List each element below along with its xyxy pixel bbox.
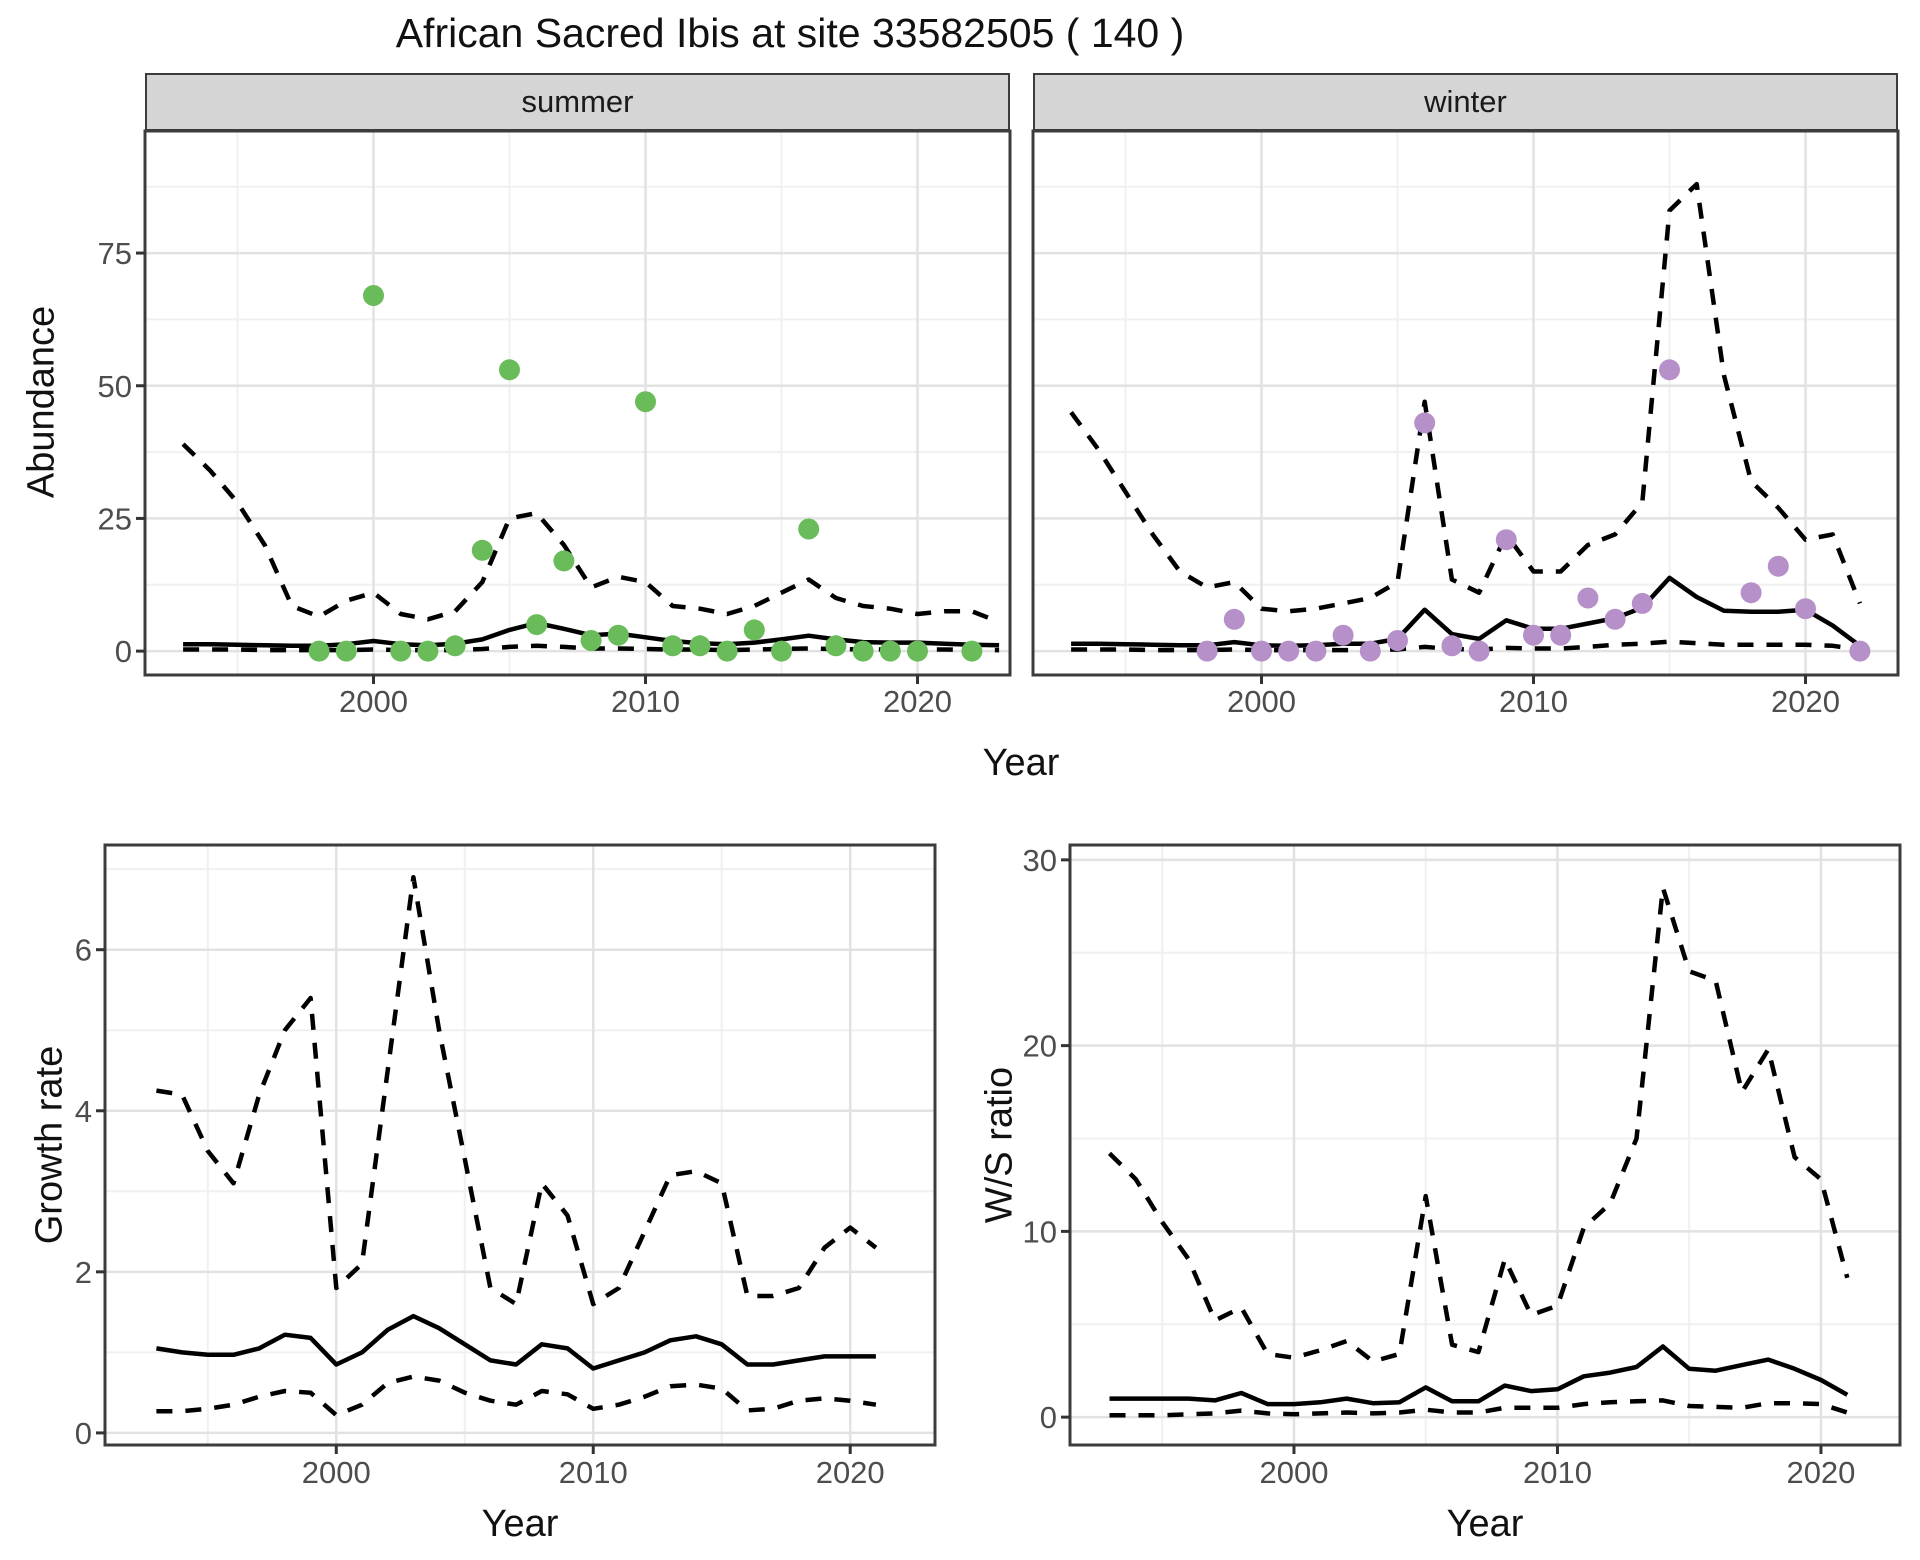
summer-abundance-panel-x-tick-label: 2020 (883, 684, 952, 719)
ws-ratio-panel-y-tick-label: 10 (1023, 1214, 1057, 1249)
growth-rate-axis-title: Growth rate (28, 1045, 71, 1245)
ws-ratio-panel-lower-ci-line (1109, 1398, 1848, 1418)
ws-year-axis-title: Year (1446, 1503, 1524, 1545)
summer-abundance-panel-upper-ci-line (181, 442, 1000, 624)
facet-strip-summer-label: summer (521, 84, 634, 119)
ws-ratio-panel-fit-line (1109, 1344, 1849, 1407)
growth-rate-panel-y-tick-label: 0 (75, 1416, 92, 1451)
growth-rate-panel-x-tick-label: 2010 (559, 1455, 628, 1490)
winter-abundance-panel-x-tick-label: 2000 (1227, 684, 1296, 719)
abundance-axis-title: Abundance (20, 305, 63, 499)
ws-ratio-panel-x-tick-label: 2020 (1786, 1455, 1855, 1490)
growth-rate-panel-y-tick-label: 4 (75, 1094, 92, 1129)
winter-abundance-panel-x-tick-label: 2020 (1771, 684, 1840, 719)
growth-rate-panel-y-tick-label: 2 (75, 1255, 92, 1290)
growth-rate-panel-upper-ci-line (156, 874, 878, 1307)
top-year-axis-title: Year (982, 742, 1060, 784)
ws-ratio-panel-upper-ci-line (1107, 885, 1850, 1364)
ws-ratio-panel-y-tick-label: 20 (1023, 1029, 1057, 1064)
growth-rate-panel-x-tick-label: 2000 (302, 1455, 371, 1490)
figure-title: African Sacred Ibis at site 33582505 ( 1… (395, 10, 1185, 56)
ws-ratio-panel-x-tick-label: 2000 (1259, 1455, 1328, 1490)
ws-ratio-panel-y-tick-label: 0 (1040, 1400, 1057, 1435)
growth-rate-panel-lower-ci-line (156, 1374, 877, 1418)
ws-ratio-panel-y-tick-label: 30 (1023, 843, 1057, 878)
ws-ratio-panel: 2000 2010 2020 0 10 20 30 (1023, 843, 1902, 1490)
summer-abundance-panel-y-tick-label: 75 (98, 236, 132, 271)
facet-strip-winter-label: winter (1424, 84, 1507, 119)
winter-abundance-panel: 2000 2010 2020 (1031, 129, 1900, 719)
growth-rate-panel-x-tick-label: 2020 (816, 1455, 885, 1490)
growth-rate-panel-y-tick-label: 6 (75, 933, 92, 968)
summer-abundance-panel-y-tick-label: 50 (98, 369, 132, 404)
winter-abundance-panel-x-tick-label: 2010 (1499, 684, 1568, 719)
summer-abundance-panel: 2000 2010 2020 0 25 50 75 (98, 129, 1012, 719)
ws-ratio-axis-title: W/S ratio (978, 1066, 1021, 1224)
summer-abundance-panel-y-tick-label: 0 (115, 634, 132, 669)
summer-abundance-panel-observation-points (308, 285, 983, 662)
summer-abundance-panel-x-tick-label: 2000 (339, 684, 408, 719)
growth-rate-panel-fit-line (156, 1313, 876, 1371)
winter-abundance-panel-observation-points (1196, 359, 1871, 662)
summer-abundance-panel-x-tick-label: 2010 (611, 684, 680, 719)
facet-strip-summer: summer (145, 73, 1010, 131)
facet-strip-winter: winter (1033, 73, 1898, 131)
summer-abundance-panel-y-tick-label: 25 (98, 501, 132, 536)
ws-ratio-panel-x-tick-label: 2010 (1523, 1455, 1592, 1490)
growth-year-axis-title: Year (481, 1503, 559, 1545)
growth-rate-panel: 2000 2010 2020 0 2 4 6 (75, 843, 937, 1490)
